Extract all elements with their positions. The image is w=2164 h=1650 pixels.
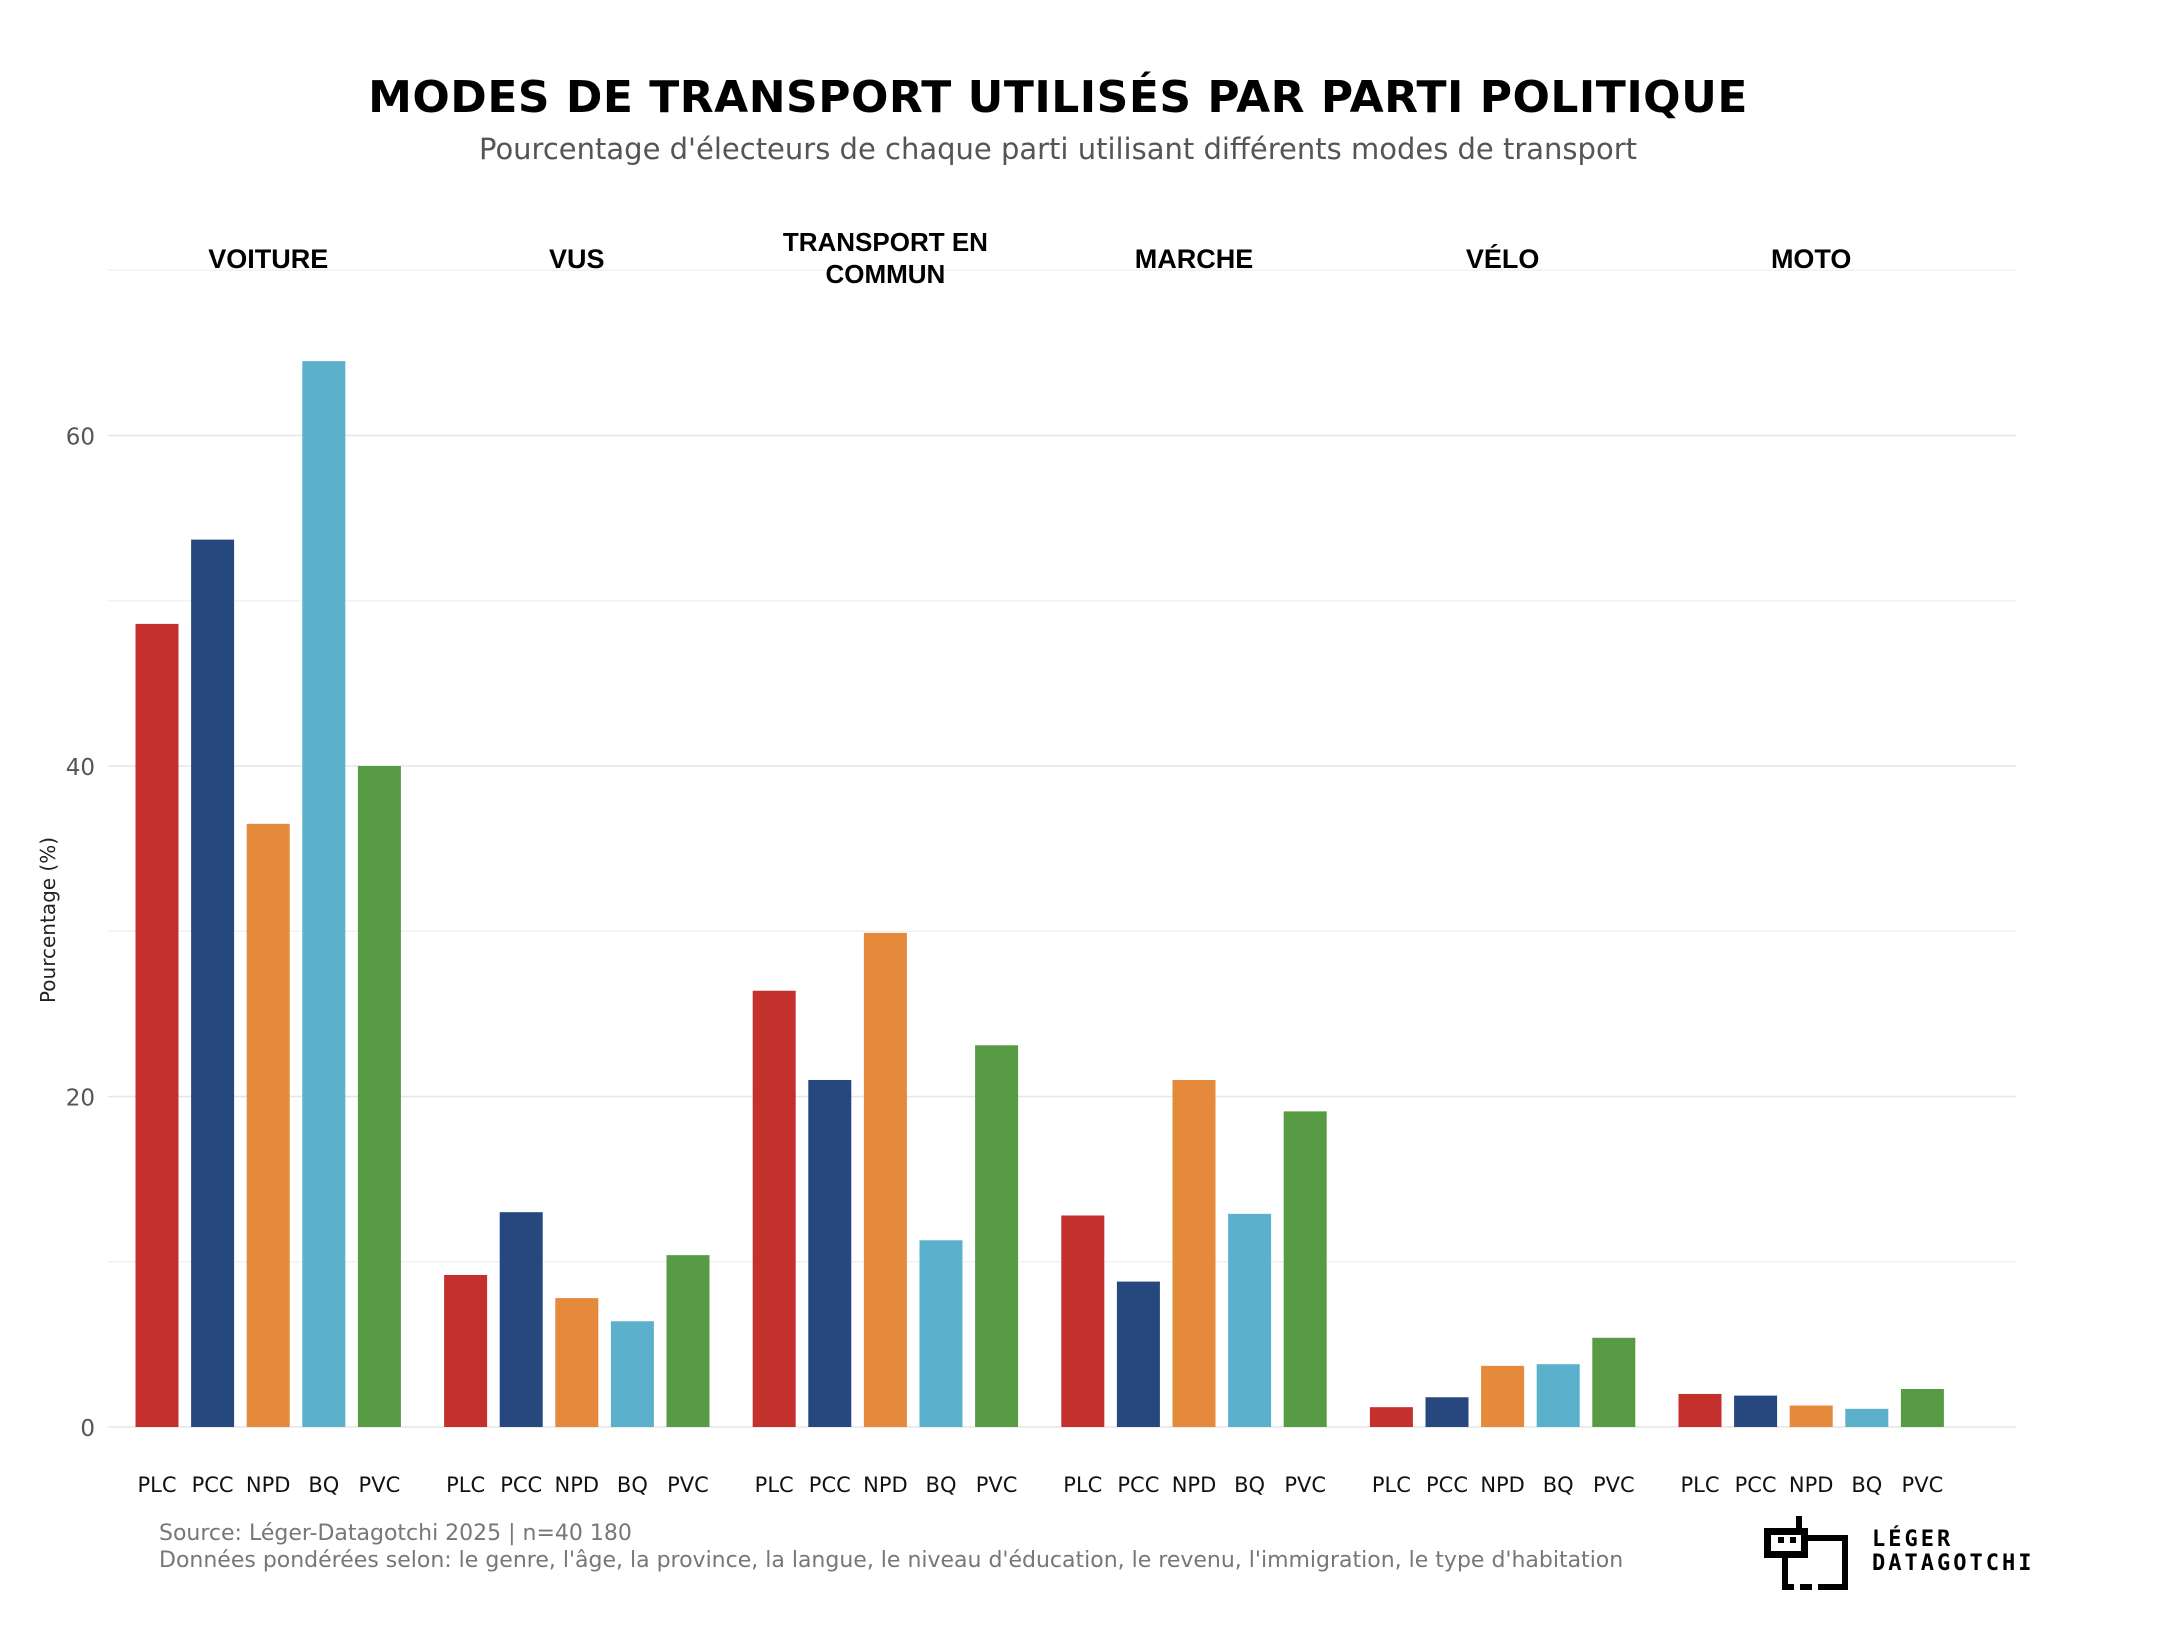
- x-tick-label: PLC: [1063, 1473, 1102, 1497]
- facet-title: MOTO: [1771, 244, 1852, 274]
- bar-plc: [1061, 1215, 1105, 1427]
- bar-plc: [1678, 1393, 1722, 1427]
- logo-line-1: LÉGER: [1872, 1527, 1954, 1552]
- bar-npd: [555, 1298, 599, 1427]
- bar-npd: [1789, 1405, 1833, 1427]
- bar-plc: [135, 623, 179, 1427]
- x-tick-label: PVC: [1902, 1473, 1944, 1497]
- chart-subtitle: Pourcentage d'électeurs de chaque parti …: [478, 132, 1637, 166]
- bar-plc: [1369, 1407, 1413, 1427]
- bar-bq: [1536, 1364, 1580, 1427]
- bar-npd: [246, 823, 290, 1427]
- x-tick-label: NPD: [1172, 1473, 1217, 1497]
- bar-bq: [919, 1240, 963, 1427]
- facet-title: COMMUN: [825, 259, 945, 289]
- x-tick-label: BQ: [1234, 1473, 1265, 1497]
- x-tick-label: PCC: [192, 1473, 234, 1497]
- x-tick-label: BQ: [926, 1473, 957, 1497]
- leger-datagotchi-logo: LÉGER DATAGOTCHI: [1762, 1510, 2092, 1600]
- bar-bq: [1228, 1213, 1272, 1427]
- x-tick-label: BQ: [1543, 1473, 1574, 1497]
- facet-title: VÉLO: [1466, 243, 1540, 274]
- bar-pvc: [666, 1255, 710, 1427]
- datagotchi-robot-icon: [1764, 1516, 1848, 1590]
- x-tick-label: NPD: [863, 1473, 908, 1497]
- chart-title: MODES DE TRANSPORT UTILISÉS PAR PARTI PO…: [368, 72, 1748, 123]
- x-tick-label: PVC: [359, 1473, 401, 1497]
- y-tick-label: 20: [66, 1086, 95, 1112]
- x-tick-label: PVC: [1284, 1473, 1326, 1497]
- x-tick-label: PVC: [667, 1473, 709, 1497]
- bar-pvc: [357, 766, 401, 1427]
- x-tick-label: NPD: [246, 1473, 291, 1497]
- bar-pcc: [499, 1212, 543, 1427]
- facet-title: VUS: [549, 244, 605, 274]
- chart-footer: Source: Léger-Datagotchi 2025 | n=40 180…: [159, 1520, 1623, 1574]
- x-tick-label: BQ: [617, 1473, 648, 1497]
- bar-bq: [610, 1321, 654, 1427]
- bar-npd: [1172, 1079, 1216, 1427]
- bar-pcc: [191, 539, 235, 1427]
- bar-pcc: [1116, 1281, 1160, 1427]
- x-tick-label: NPD: [555, 1473, 600, 1497]
- bar-bq: [302, 361, 346, 1428]
- x-tick-label: PCC: [1735, 1473, 1777, 1497]
- y-tick-label: 0: [80, 1416, 95, 1442]
- x-tick-label: PLC: [137, 1473, 176, 1497]
- weighting-note: Données pondérées selon: le genre, l'âge…: [159, 1548, 1624, 1573]
- x-tick-label: PVC: [976, 1473, 1018, 1497]
- bar-bq: [1845, 1408, 1889, 1427]
- source-note: Source: Léger-Datagotchi 2025 | n=40 180: [159, 1521, 632, 1546]
- x-tick-label: NPD: [1480, 1473, 1525, 1497]
- x-tick-label: PLC: [755, 1473, 794, 1497]
- bar-plc: [752, 990, 796, 1427]
- bar-pcc: [1734, 1395, 1778, 1427]
- facet-title: VOITURE: [208, 244, 328, 274]
- bar-npd: [863, 932, 907, 1427]
- x-tick-label: PCC: [500, 1473, 542, 1497]
- y-tick-label: 60: [66, 425, 95, 451]
- x-tick-label: PLC: [1372, 1473, 1411, 1497]
- x-tick-label: BQ: [308, 1473, 339, 1497]
- bar-pcc: [1425, 1397, 1469, 1427]
- facet-title: TRANSPORT EN: [783, 227, 988, 257]
- y-axis-label: Pourcentage (%): [36, 837, 60, 1003]
- bar-pvc: [1283, 1111, 1327, 1427]
- x-tick-label: PCC: [1426, 1473, 1468, 1497]
- bar-pvc: [1900, 1388, 1944, 1427]
- x-tick-label: PCC: [809, 1473, 851, 1497]
- bar-plc: [444, 1274, 488, 1427]
- bar-pvc: [975, 1045, 1019, 1427]
- bar-npd: [1481, 1365, 1525, 1427]
- bar-pcc: [808, 1079, 852, 1427]
- bar-pvc: [1592, 1337, 1636, 1427]
- logo-line-2: DATAGOTCHI: [1872, 1551, 2035, 1576]
- x-tick-label: NPD: [1789, 1473, 1834, 1497]
- x-tick-label: PLC: [446, 1473, 485, 1497]
- x-tick-label: PLC: [1680, 1473, 1719, 1497]
- y-tick-label: 40: [66, 755, 95, 781]
- x-tick-label: PCC: [1117, 1473, 1159, 1497]
- x-tick-label: BQ: [1851, 1473, 1882, 1497]
- facet-title: MARCHE: [1135, 244, 1254, 274]
- x-tick-label: PVC: [1593, 1473, 1635, 1497]
